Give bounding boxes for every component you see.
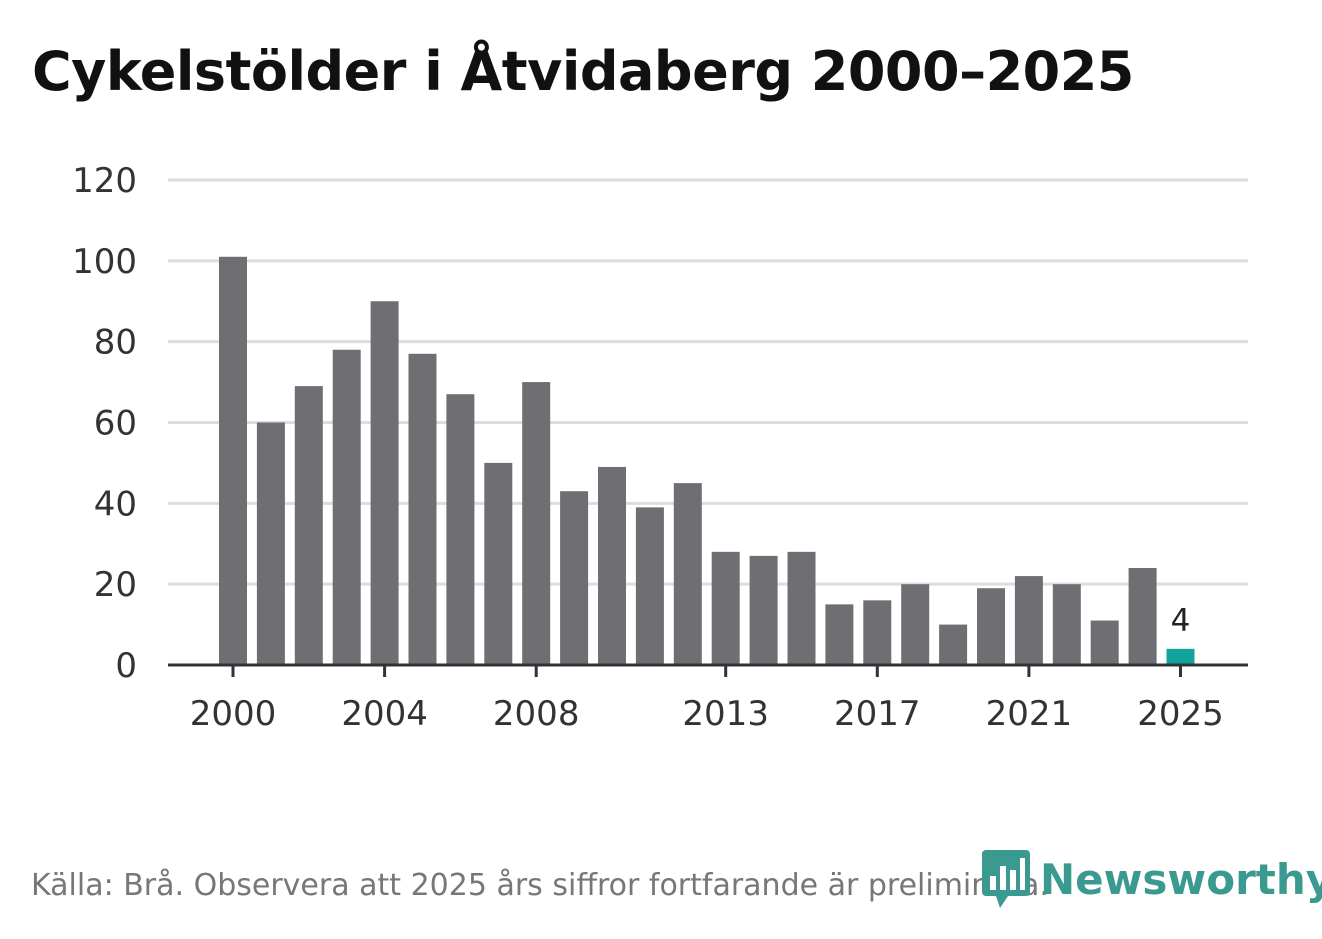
data-labels: 4 xyxy=(1171,603,1191,639)
bar-2024 xyxy=(1128,568,1157,665)
bar-2004 xyxy=(370,301,399,665)
bar-2016 xyxy=(825,604,854,665)
bar-2023 xyxy=(1090,620,1119,665)
bar-chart: 0 20 40 60 80 100 120 2000 2004 2008 2013 2017 2021… xyxy=(72,161,1248,734)
x-tick-label: 2025 xyxy=(1137,694,1224,734)
bar-2006 xyxy=(446,394,475,665)
x-tick-label: 2013 xyxy=(682,694,769,734)
x-tick-label: 2021 xyxy=(986,694,1073,734)
brand-name: Newsworthy xyxy=(1040,854,1322,904)
y-tick-label: 80 xyxy=(94,323,137,363)
bar-2017 xyxy=(863,600,892,665)
bars xyxy=(219,256,1195,665)
bar-2003 xyxy=(332,349,361,665)
bar-2019 xyxy=(939,624,968,665)
source-note: Källa: Brå. Observera att 2025 års siffr… xyxy=(31,868,1049,903)
y-axis-ticks: 0 20 40 60 80 100 120 xyxy=(72,161,137,686)
bar-2014 xyxy=(749,555,778,665)
bar-2018 xyxy=(901,584,930,665)
y-tick-label: 120 xyxy=(72,161,137,201)
bar-2012 xyxy=(673,483,702,665)
brand-logo: Newsworthy xyxy=(982,850,1322,908)
chart-title: Cykelstölder i Åtvidaberg 2000–2025 xyxy=(32,40,1134,103)
bar-2022 xyxy=(1052,584,1081,665)
y-tick-label: 0 xyxy=(115,646,137,686)
x-tick-label: 2008 xyxy=(493,694,580,734)
newsworthy-logo-icon xyxy=(982,850,1030,908)
x-tick-label: 2000 xyxy=(190,694,277,734)
bar-2025 xyxy=(1166,648,1195,665)
bar-2021 xyxy=(1014,576,1043,665)
bar-2020 xyxy=(977,588,1005,665)
x-tick-label: 2017 xyxy=(834,694,921,734)
bar-2015 xyxy=(787,551,816,665)
bar-2013 xyxy=(711,551,740,665)
y-tick-label: 60 xyxy=(94,404,137,444)
bar-2009 xyxy=(560,491,589,665)
bar-2005 xyxy=(408,353,437,665)
y-tick-label: 20 xyxy=(94,565,137,605)
gridlines xyxy=(168,178,1248,586)
bar-2002 xyxy=(294,386,323,665)
data-label-2025: 4 xyxy=(1171,603,1191,639)
bar-2000 xyxy=(219,256,247,665)
y-tick-label: 40 xyxy=(94,484,137,524)
bar-2007 xyxy=(484,462,513,665)
y-tick-label: 100 xyxy=(72,242,137,282)
x-axis-ticks: 2000 2004 2008 2013 2017 2021 2025 xyxy=(190,665,1224,734)
bar-2001 xyxy=(256,422,285,665)
bar-2011 xyxy=(635,507,664,665)
x-tick-label: 2004 xyxy=(341,694,428,734)
bar-2008 xyxy=(522,382,551,665)
bar-2010 xyxy=(598,466,626,665)
